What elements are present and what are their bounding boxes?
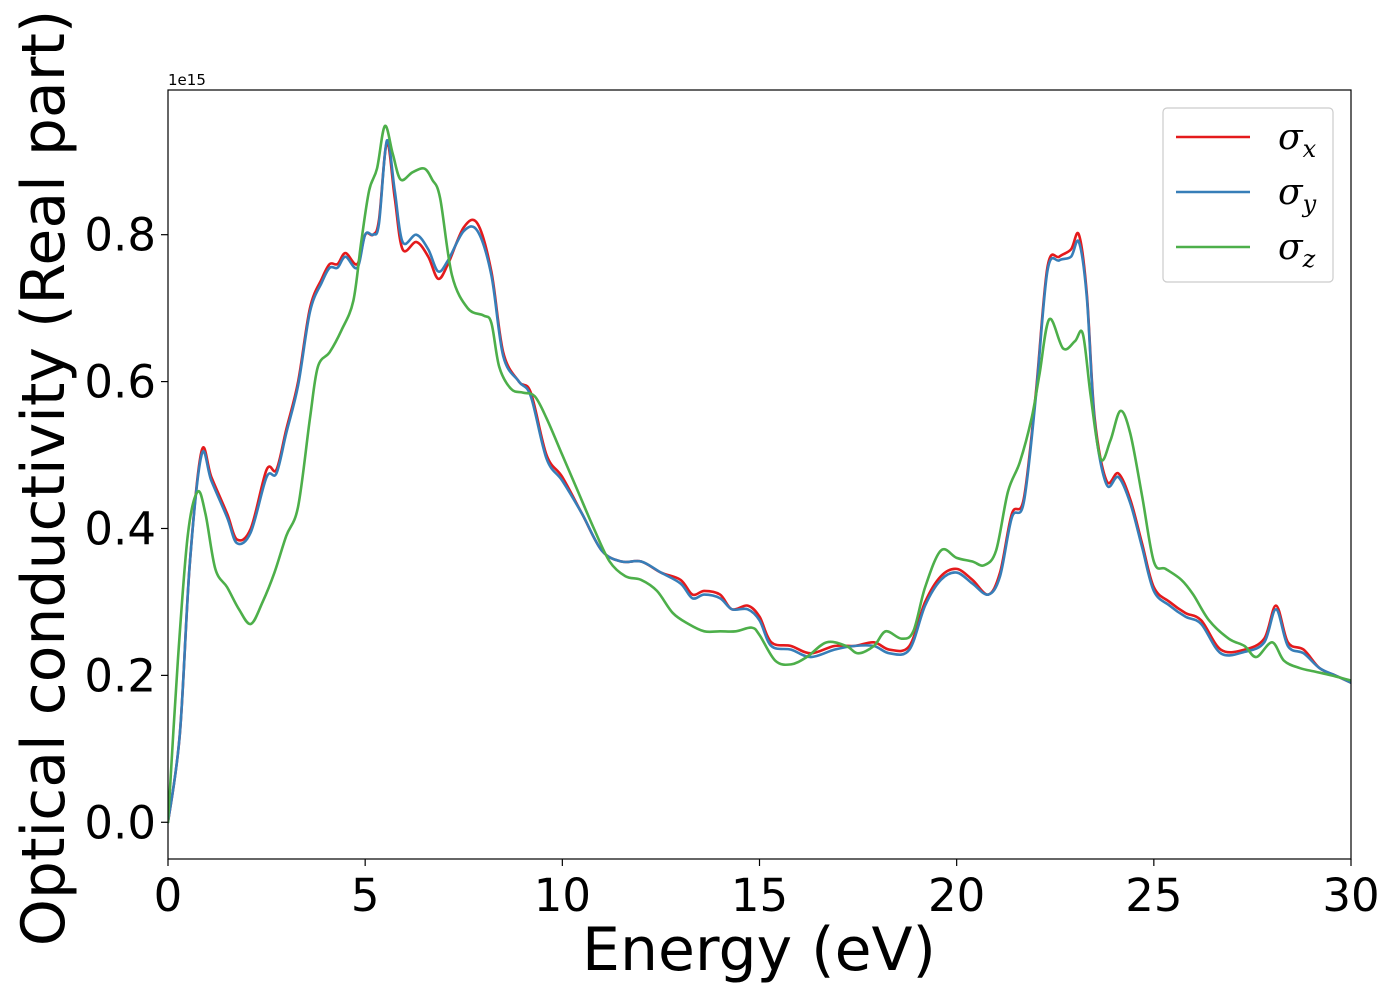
x-axis-ticks: 0 5 10 15 20 25 30 [154, 859, 1380, 922]
series-line-x [168, 141, 1351, 824]
legend-items: σx σy σz [1176, 117, 1317, 273]
y-tick-label: 0.8 [84, 209, 156, 262]
legend: σx σy σz [1162, 107, 1334, 283]
x-tick-label: 0 [154, 869, 183, 922]
x-tick-label: 20 [928, 869, 985, 922]
legend-box [1162, 107, 1334, 283]
y-axis-ticks: 0.0 0.2 0.4 0.6 0.8 [84, 209, 168, 849]
series-layer [168, 124, 1351, 824]
series-line-z [168, 124, 1351, 824]
x-tick-label: 15 [731, 869, 788, 922]
x-tick-label: 30 [1322, 869, 1379, 922]
y-tick-label: 0.4 [84, 502, 156, 555]
x-tick-label: 10 [534, 869, 591, 922]
legend-label-y: σy [1278, 172, 1317, 218]
x-axis-title: Energy (eV) [582, 915, 936, 985]
x-tick-label: 5 [351, 869, 380, 922]
legend-label-z: σz [1278, 227, 1316, 273]
y-axis-title: Optical conductivity (Real part) [9, 10, 79, 947]
y-tick-label: 0.2 [84, 649, 156, 702]
y-offset-label: 1e15 [168, 71, 206, 89]
legend-label-x: σx [1278, 117, 1317, 163]
y-tick-label: 0.0 [84, 796, 156, 849]
y-tick-label: 0.6 [84, 356, 156, 409]
series-line-y [168, 139, 1351, 824]
x-tick-label: 25 [1125, 869, 1182, 922]
